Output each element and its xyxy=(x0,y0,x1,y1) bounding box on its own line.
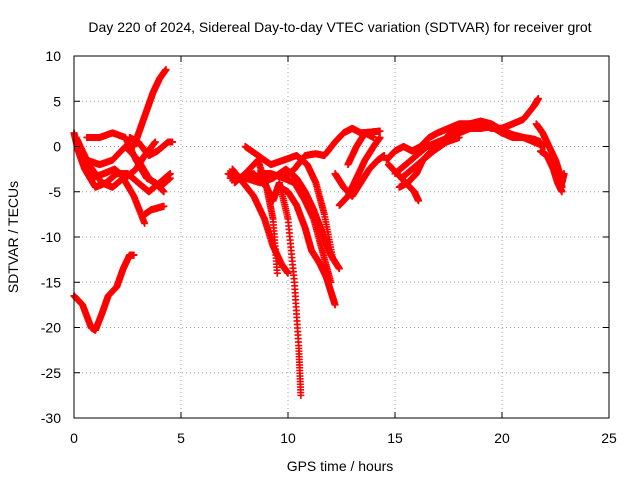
x-tick-label: 5 xyxy=(177,430,185,446)
data-point xyxy=(166,174,174,182)
y-tick-label: -20 xyxy=(41,320,61,336)
data-point xyxy=(376,127,384,135)
y-tick-label: 0 xyxy=(53,139,61,155)
data-point xyxy=(335,265,343,273)
y-tick-label: -10 xyxy=(41,229,61,245)
series-arc-i xyxy=(70,251,138,334)
data-point xyxy=(297,391,305,399)
data-point xyxy=(380,152,388,160)
x-tick-label: 15 xyxy=(387,430,403,446)
series-arc-r xyxy=(335,133,384,209)
data-point xyxy=(162,66,170,74)
data-point xyxy=(560,170,568,178)
data-point xyxy=(168,138,176,146)
y-tick-label: 10 xyxy=(45,48,61,64)
data-point xyxy=(160,188,168,196)
data-point xyxy=(376,133,384,141)
data-point xyxy=(534,95,542,103)
series-arc-d xyxy=(76,138,159,182)
data-point xyxy=(151,138,159,146)
y-tick-label: 5 xyxy=(53,93,61,109)
y-tick-label: -5 xyxy=(49,184,62,200)
series-arc-ac xyxy=(547,156,568,187)
data-point xyxy=(455,133,463,141)
y-tick-label: -25 xyxy=(41,365,61,381)
series-arc-q xyxy=(280,124,384,182)
series-arc-z xyxy=(445,117,545,146)
data-points xyxy=(70,66,568,399)
data-point xyxy=(160,202,168,210)
data-point xyxy=(331,301,339,309)
x-axis-label: GPS time / hours xyxy=(287,458,394,474)
x-tick-label: 20 xyxy=(494,430,510,446)
data-point xyxy=(370,133,378,141)
x-tick-label: 10 xyxy=(280,430,296,446)
series-arc-h xyxy=(141,202,168,218)
x-tick-label: 25 xyxy=(601,430,617,446)
y-axis-label: SDTVAR / TECUs xyxy=(5,181,21,293)
chart-title: Day 220 of 2024, Sidereal Day-to-day VTE… xyxy=(88,19,591,35)
series-arc-p xyxy=(275,183,339,309)
series-arc-s xyxy=(331,152,388,200)
data-point xyxy=(537,138,545,146)
data-point xyxy=(141,219,149,227)
series-arc-e xyxy=(83,129,168,196)
data-point xyxy=(130,251,138,259)
y-tick-label: -15 xyxy=(41,274,61,290)
series-arc-t xyxy=(344,129,378,169)
y-tick-label: -30 xyxy=(41,410,61,426)
series-arc-g xyxy=(130,66,170,150)
data-point xyxy=(415,197,423,205)
data-point xyxy=(558,188,566,196)
series-arc-y xyxy=(397,133,463,182)
axis-ticks: 0 5 10 15 20 25 10 5 0 -5 -10 -15 -20 -25 -30 xyxy=(41,48,617,446)
x-tick-label: 0 xyxy=(70,430,78,446)
data-point xyxy=(284,269,292,277)
data-point xyxy=(273,269,281,277)
